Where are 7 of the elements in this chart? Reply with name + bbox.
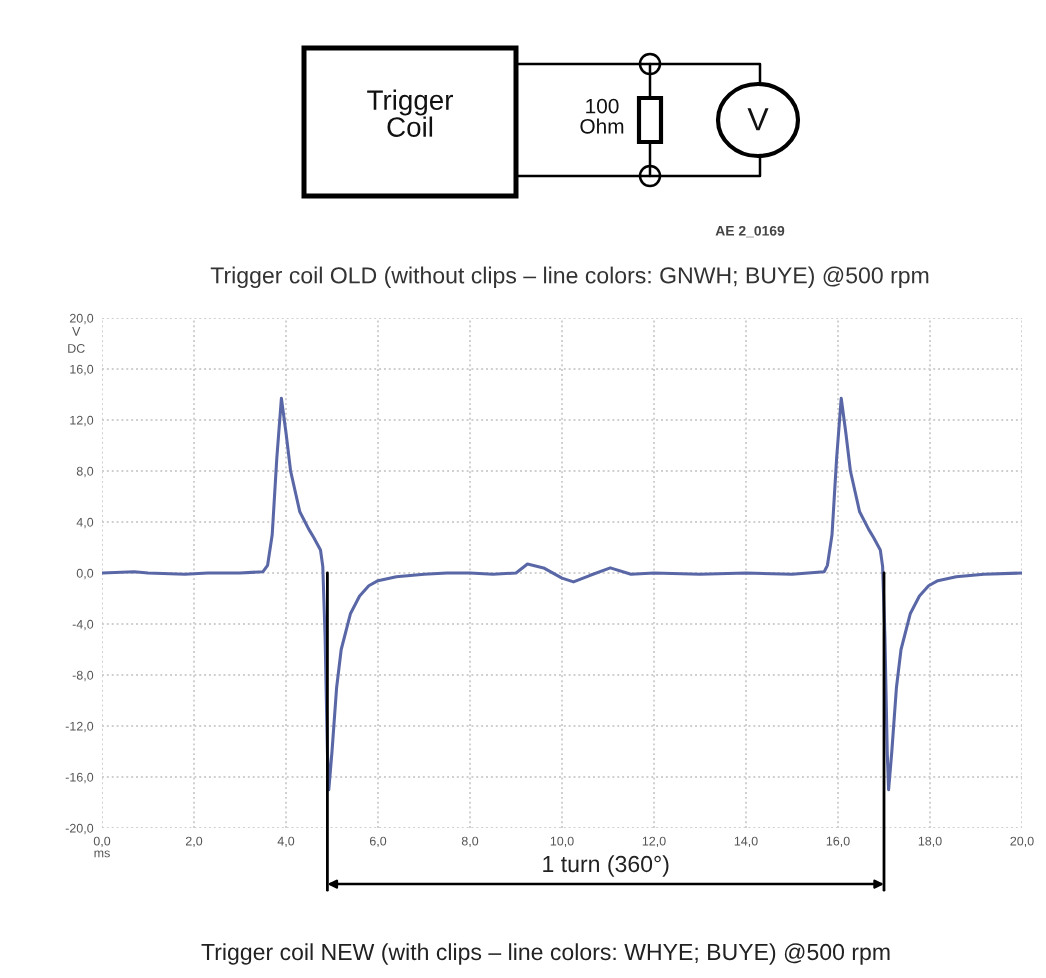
text: V	[747, 108, 769, 131]
text: 1 turn (360°)	[543, 855, 669, 877]
line-series	[102, 396, 1022, 792]
chart-title: Trigger coil OLD (without clips – line colors: GNWH; BUYE) @500 rpm	[210, 266, 929, 289]
text: Trigger coil NEW (with clips – line colors: WHYE; BUYE) @500 rpm	[201, 943, 890, 965]
text: 100 Ohm	[580, 98, 624, 134]
text: Trigger Coil	[367, 89, 454, 137]
